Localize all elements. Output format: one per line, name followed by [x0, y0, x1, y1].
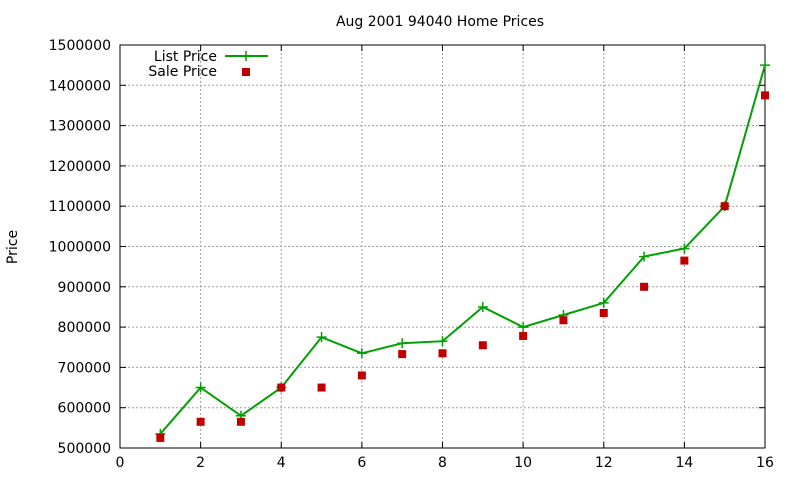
- sale-price-marker: [519, 331, 528, 340]
- list-price-marker: [397, 338, 408, 349]
- sale-price-marker: [559, 316, 568, 325]
- y-tick-label: 800000: [58, 320, 111, 336]
- list-price-marker: [598, 297, 609, 308]
- list-price-marker: [195, 382, 206, 393]
- sale-price-marker: [196, 417, 205, 426]
- list-price-marker: [437, 336, 448, 347]
- legend-swatch-sale-price: [242, 68, 250, 76]
- series: [155, 60, 770, 442]
- grid: [120, 45, 765, 448]
- chart-title: Aug 2001 94040 Home Prices: [336, 14, 544, 30]
- y-tick-label: 600000: [58, 401, 111, 417]
- sale-price-marker: [680, 256, 689, 265]
- sale-price-marker: [761, 91, 769, 100]
- list-price-marker: [679, 243, 690, 254]
- sale-price-marker: [398, 350, 407, 359]
- x-tick-label: 14: [675, 455, 693, 471]
- sale-price-marker: [640, 282, 649, 291]
- x-tick-label: 10: [514, 455, 532, 471]
- y-tick-label: 1300000: [49, 119, 111, 135]
- x-tick-label: 16: [756, 455, 774, 471]
- list-price-marker: [518, 322, 529, 333]
- y-tick-label: 1200000: [49, 159, 111, 175]
- list-price-marker: [356, 348, 367, 359]
- sale-price-marker: [156, 433, 165, 442]
- legend-label-list-price: List Price: [154, 49, 217, 65]
- sale-price-marker: [720, 202, 729, 211]
- legend-label-sale-price: Sale Price: [148, 64, 217, 80]
- sale-price-marker: [236, 417, 245, 426]
- y-tick-label: 900000: [58, 280, 111, 296]
- list-price-marker: [639, 251, 650, 262]
- x-tick-label: 8: [438, 455, 447, 471]
- x-tick-label: 6: [357, 455, 366, 471]
- y-tick-label: 1500000: [49, 38, 111, 54]
- axis-ticks: 0 2 4 6 8 10 12 14 16 500000 600000 700000 800000 900…: [49, 38, 774, 471]
- sale-price-marker: [438, 349, 447, 358]
- legend: List Price Sale Price: [148, 49, 268, 80]
- x-tick-label: 4: [277, 455, 286, 471]
- legend-marker-list-price: [241, 51, 251, 61]
- y-tick-label: 500000: [58, 441, 111, 457]
- sale-price-marker: [478, 341, 487, 350]
- x-tick-label: 12: [595, 455, 613, 471]
- x-tick-label: 0: [116, 455, 125, 471]
- list-price-marker: [760, 60, 770, 71]
- list-price-marker: [477, 301, 488, 312]
- x-tick-label: 2: [196, 455, 205, 471]
- y-axis-label: Price: [5, 230, 21, 264]
- sale-price-marker: [357, 371, 366, 380]
- list-price-line: [159, 64, 766, 435]
- y-tick-label: 1100000: [49, 199, 111, 215]
- sale-price-marker: [277, 383, 286, 392]
- list-price-marker: [316, 332, 327, 343]
- y-tick-label: 1400000: [49, 78, 111, 94]
- sale-price-marker: [317, 383, 326, 392]
- sale-price-marker: [599, 308, 608, 317]
- y-tick-label: 1000000: [49, 240, 111, 256]
- y-tick-label: 700000: [58, 360, 111, 376]
